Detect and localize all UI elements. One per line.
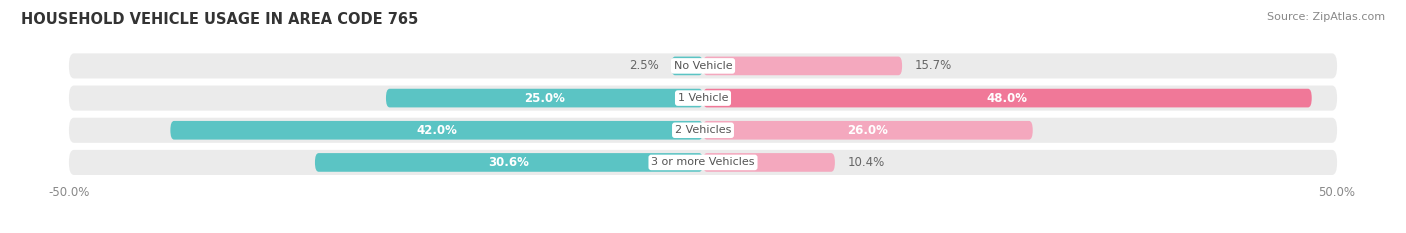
FancyBboxPatch shape bbox=[703, 89, 1312, 107]
Text: 1 Vehicle: 1 Vehicle bbox=[678, 93, 728, 103]
Text: 48.0%: 48.0% bbox=[987, 92, 1028, 105]
FancyBboxPatch shape bbox=[671, 57, 703, 75]
FancyBboxPatch shape bbox=[387, 89, 703, 107]
Text: 42.0%: 42.0% bbox=[416, 124, 457, 137]
FancyBboxPatch shape bbox=[703, 121, 1033, 140]
FancyBboxPatch shape bbox=[69, 118, 1337, 143]
Text: 3 or more Vehicles: 3 or more Vehicles bbox=[651, 158, 755, 168]
Text: 2 Vehicles: 2 Vehicles bbox=[675, 125, 731, 135]
FancyBboxPatch shape bbox=[69, 86, 1337, 111]
FancyBboxPatch shape bbox=[170, 121, 703, 140]
FancyBboxPatch shape bbox=[703, 57, 903, 75]
FancyBboxPatch shape bbox=[315, 153, 703, 172]
Text: No Vehicle: No Vehicle bbox=[673, 61, 733, 71]
Text: 25.0%: 25.0% bbox=[524, 92, 565, 105]
Text: HOUSEHOLD VEHICLE USAGE IN AREA CODE 765: HOUSEHOLD VEHICLE USAGE IN AREA CODE 765 bbox=[21, 12, 419, 27]
FancyBboxPatch shape bbox=[69, 150, 1337, 175]
Text: 2.5%: 2.5% bbox=[628, 59, 658, 72]
FancyBboxPatch shape bbox=[69, 53, 1337, 79]
FancyBboxPatch shape bbox=[703, 153, 835, 172]
Text: Source: ZipAtlas.com: Source: ZipAtlas.com bbox=[1267, 12, 1385, 22]
Text: 30.6%: 30.6% bbox=[488, 156, 530, 169]
Text: 10.4%: 10.4% bbox=[848, 156, 884, 169]
Text: 15.7%: 15.7% bbox=[915, 59, 952, 72]
Text: 26.0%: 26.0% bbox=[848, 124, 889, 137]
